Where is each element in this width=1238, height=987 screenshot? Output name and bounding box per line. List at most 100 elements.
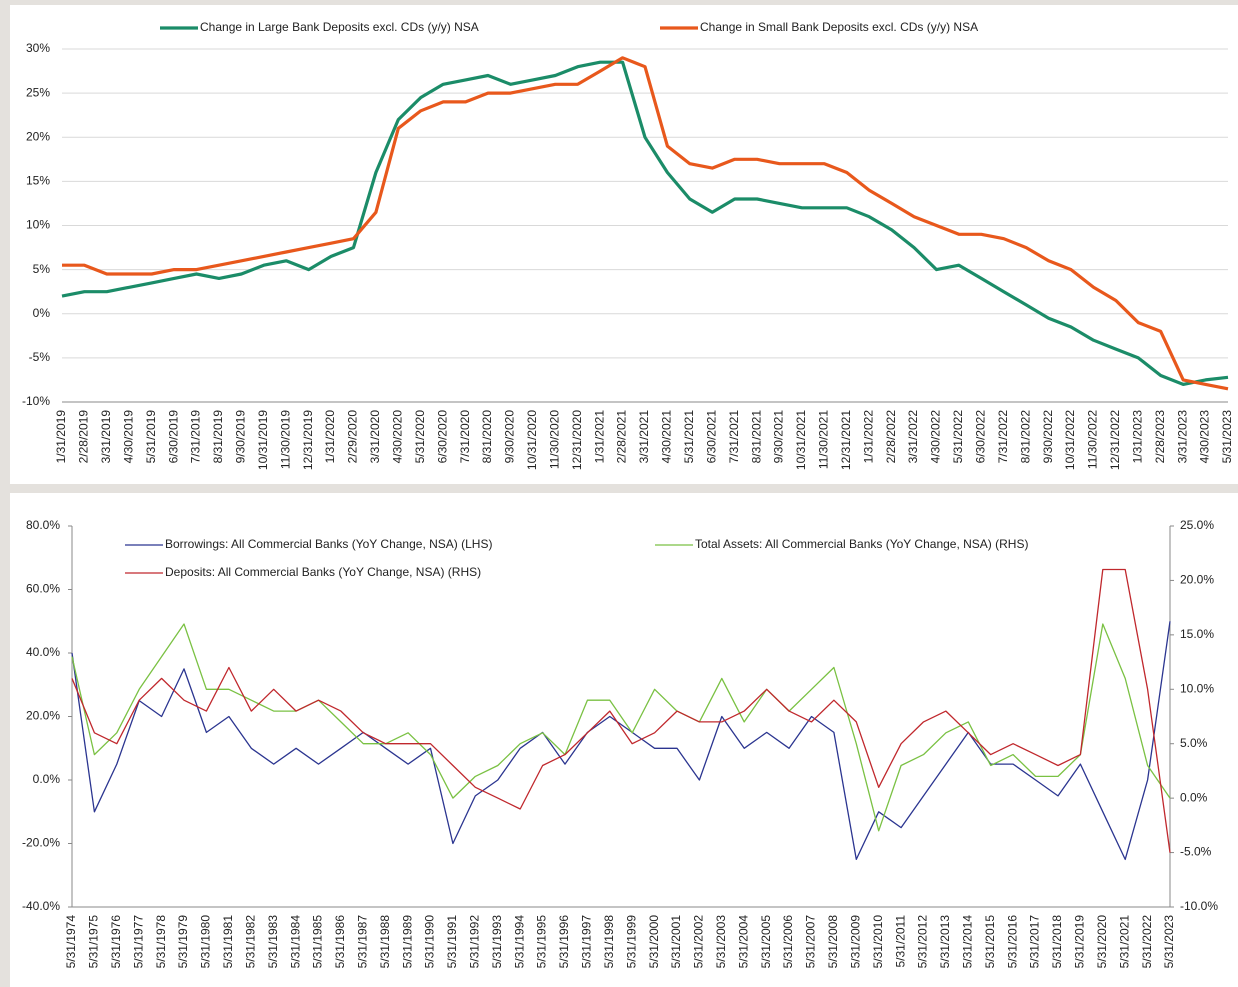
x-tick-label: 5/31/1982 xyxy=(243,915,257,969)
x-tick-label: 8/31/2021 xyxy=(749,410,763,464)
x-tick-label: 2/28/2022 xyxy=(884,410,898,464)
x-tick-label: 5/31/2018 xyxy=(1050,915,1064,969)
x-tick-label: 4/30/2022 xyxy=(929,410,943,464)
x-tick-label: 3/31/2019 xyxy=(99,410,113,464)
legend-label: Total Assets: All Commercial Banks (YoY … xyxy=(695,537,1028,551)
x-tick-label: 12/31/2021 xyxy=(839,410,853,470)
series-line xyxy=(71,623,1171,832)
x-tick-label: 2/28/2023 xyxy=(1153,410,1167,464)
x-tick-label: 5/31/1976 xyxy=(109,915,123,969)
x-tick-label: 1/31/2021 xyxy=(592,410,606,464)
x-tick-label: 5/31/2016 xyxy=(1005,915,1019,969)
x-tick-label: 5/31/2017 xyxy=(1028,915,1042,969)
x-tick-label: 6/30/2019 xyxy=(166,410,180,464)
x-tick-label: 5/31/2023 xyxy=(1220,410,1234,464)
x-tick-label: 1/31/2023 xyxy=(1130,410,1144,464)
y-tick-label: 25% xyxy=(26,85,50,99)
x-tick-label: 1/31/2019 xyxy=(54,410,68,464)
y-tick-label: 25.0% xyxy=(1180,518,1214,532)
x-tick-label: 4/30/2023 xyxy=(1198,410,1212,464)
x-tick-label: 5/31/1978 xyxy=(154,915,168,969)
x-tick-label: 3/31/2021 xyxy=(637,410,651,464)
x-tick-label: 5/31/2005 xyxy=(759,915,773,969)
y-tick-label: 0% xyxy=(33,306,51,320)
y-tick-label: -5% xyxy=(29,350,51,364)
x-tick-label: 1/31/2022 xyxy=(861,410,875,464)
x-tick-label: 5/31/1998 xyxy=(602,915,616,969)
x-tick-label: 4/30/2021 xyxy=(660,410,674,464)
x-tick-label: 5/31/1984 xyxy=(288,915,302,969)
x-tick-label: 6/30/2020 xyxy=(435,410,449,464)
y-tick-label: 20.0% xyxy=(1180,573,1214,587)
legend-label: Deposits: All Commercial Banks (YoY Chan… xyxy=(165,565,481,579)
y-tick-label: 30% xyxy=(26,41,50,55)
y-tick-label: -10% xyxy=(22,394,50,408)
x-tick-label: 5/31/1986 xyxy=(333,915,347,969)
y-tick-label: 10% xyxy=(26,218,50,232)
x-tick-label: 5/31/2009 xyxy=(848,915,862,969)
x-tick-label: 5/31/2021 xyxy=(682,410,696,464)
x-tick-label: 5/31/1997 xyxy=(580,915,594,969)
x-tick-label: 5/31/2001 xyxy=(669,915,683,969)
y-tick-label: 5.0% xyxy=(1180,736,1208,750)
x-tick-label: 9/30/2021 xyxy=(772,410,786,464)
legend-label: Change in Small Bank Deposits excl. CDs … xyxy=(700,20,978,34)
x-tick-label: 7/31/2021 xyxy=(727,410,741,464)
y-tick-label: 5% xyxy=(33,262,51,276)
x-tick-label: 5/31/2020 xyxy=(1095,915,1109,969)
x-tick-label: 5/31/2022 xyxy=(1140,915,1154,969)
panel xyxy=(10,5,1238,484)
x-tick-label: 5/31/2006 xyxy=(781,915,795,969)
x-tick-label: 4/30/2020 xyxy=(391,410,405,464)
x-tick-label: 12/31/2022 xyxy=(1108,410,1122,470)
x-tick-label: 5/31/2004 xyxy=(736,915,750,969)
x-tick-label: 5/31/1990 xyxy=(423,915,437,969)
x-tick-label: 5/31/1993 xyxy=(490,915,504,969)
x-tick-label: 7/31/2020 xyxy=(458,410,472,464)
x-tick-label: 4/30/2019 xyxy=(121,410,135,464)
y-tick-label: 80.0% xyxy=(26,518,60,532)
x-tick-label: 7/31/2019 xyxy=(189,410,203,464)
x-tick-label: 5/31/2022 xyxy=(951,410,965,464)
legend-label: Change in Large Bank Deposits excl. CDs … xyxy=(200,20,479,34)
x-tick-label: 5/31/2010 xyxy=(871,915,885,969)
x-tick-label: 9/30/2019 xyxy=(234,410,248,464)
x-tick-label: 5/31/1999 xyxy=(624,915,638,969)
y-tick-label: 15.0% xyxy=(1180,627,1214,641)
x-tick-label: 10/31/2022 xyxy=(1063,410,1077,470)
y-tick-label: -10.0% xyxy=(1180,899,1218,913)
x-tick-label: 5/31/1974 xyxy=(64,915,78,969)
y-tick-label: 20% xyxy=(26,129,50,143)
x-tick-label: 6/30/2021 xyxy=(704,410,718,464)
x-tick-label: 5/31/1977 xyxy=(131,915,145,969)
x-tick-label: 10/31/2021 xyxy=(794,410,808,470)
x-tick-label: 8/31/2020 xyxy=(480,410,494,464)
y-tick-label: -20.0% xyxy=(22,836,60,850)
x-tick-label: 2/28/2019 xyxy=(77,410,91,464)
x-tick-label: 5/31/1989 xyxy=(400,915,414,969)
x-tick-label: 5/31/2008 xyxy=(826,915,840,969)
x-tick-label: 5/31/1983 xyxy=(266,915,280,969)
x-tick-label: 5/31/1979 xyxy=(176,915,190,969)
x-tick-label: 2/29/2020 xyxy=(346,410,360,464)
x-tick-label: 5/31/1992 xyxy=(468,915,482,969)
x-tick-label: 3/31/2022 xyxy=(906,410,920,464)
y-tick-label: 40.0% xyxy=(26,645,60,659)
series-line xyxy=(61,60,1229,386)
x-tick-label: 5/31/1987 xyxy=(355,915,369,969)
x-tick-label: 5/31/2013 xyxy=(938,915,952,969)
x-tick-label: 5/31/2014 xyxy=(960,915,974,969)
x-tick-label: 10/31/2019 xyxy=(256,410,270,470)
x-tick-label: 5/31/1994 xyxy=(512,915,526,969)
x-tick-label: 5/31/1975 xyxy=(87,915,101,969)
x-tick-label: 9/30/2020 xyxy=(503,410,517,464)
x-tick-label: 5/31/2020 xyxy=(413,410,427,464)
x-tick-label: 12/31/2019 xyxy=(301,410,315,470)
x-tick-label: 5/31/2023 xyxy=(1162,915,1176,969)
x-tick-label: 5/31/2000 xyxy=(647,915,661,969)
x-tick-label: 5/31/1981 xyxy=(221,915,235,969)
y-tick-label: -5.0% xyxy=(1180,845,1212,859)
x-tick-label: 11/30/2020 xyxy=(547,410,561,469)
x-tick-label: 5/31/1991 xyxy=(445,915,459,969)
